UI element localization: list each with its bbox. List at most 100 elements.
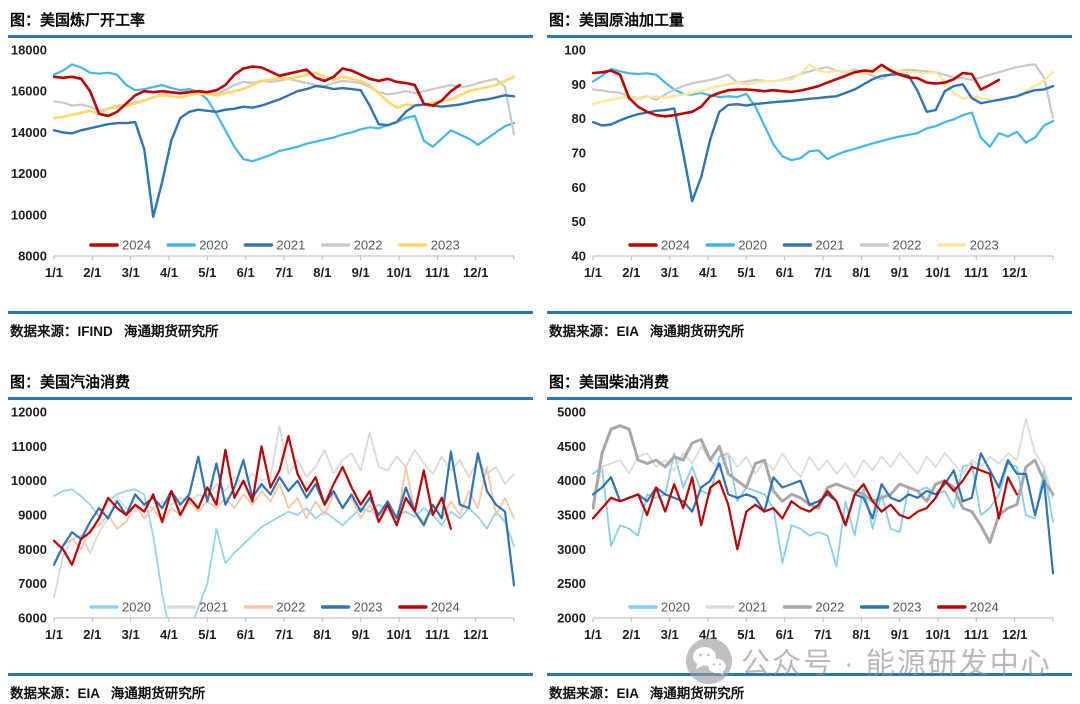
svg-text:3/1: 3/1 <box>122 627 140 642</box>
svg-text:1/1: 1/1 <box>45 627 63 642</box>
svg-text:2020: 2020 <box>738 238 767 253</box>
svg-text:12/1: 12/1 <box>463 265 488 280</box>
svg-text:14000: 14000 <box>11 125 47 140</box>
svg-text:7/1: 7/1 <box>275 265 293 280</box>
chart-title: 图：美国原油加工量 <box>547 6 1072 38</box>
svg-text:2023: 2023 <box>431 238 460 253</box>
svg-text:2021: 2021 <box>738 600 767 615</box>
svg-text:2024: 2024 <box>970 600 999 615</box>
refinery-rate-chart: 8000 10000 12000 14000 16000 18000 1/1 2/1 3/1 4/… <box>11 43 516 280</box>
svg-text:6/1: 6/1 <box>776 627 794 642</box>
svg-text:60: 60 <box>572 180 586 195</box>
svg-text:2020: 2020 <box>661 600 690 615</box>
svg-text:100: 100 <box>564 43 586 58</box>
svg-text:1/1: 1/1 <box>45 265 63 280</box>
svg-text:10/1: 10/1 <box>386 627 411 642</box>
svg-text:2023: 2023 <box>970 238 999 253</box>
svg-text:12000: 12000 <box>11 166 47 181</box>
svg-text:12/1: 12/1 <box>1002 265 1027 280</box>
svg-text:70: 70 <box>572 146 586 161</box>
svg-text:3500: 3500 <box>557 508 586 523</box>
svg-text:40: 40 <box>572 249 586 264</box>
svg-text:7/1: 7/1 <box>275 627 293 642</box>
svg-text:6/1: 6/1 <box>776 265 794 280</box>
svg-text:1/1: 1/1 <box>584 265 602 280</box>
svg-text:8/1: 8/1 <box>313 627 331 642</box>
svg-text:2/1: 2/1 <box>622 627 640 642</box>
svg-text:7/1: 7/1 <box>814 265 832 280</box>
chart-panel-diesel: 图：美国柴油消费 2000 2500 3000 3500 4000 4500 5000 1/1… <box>547 368 1072 704</box>
svg-text:2021: 2021 <box>199 600 228 615</box>
svg-text:11/1: 11/1 <box>425 265 450 280</box>
svg-text:10/1: 10/1 <box>925 627 950 642</box>
svg-text:6/1: 6/1 <box>237 627 255 642</box>
diesel-consumption-chart: 2000 2500 3000 3500 4000 4500 5000 1/1 2/1 3/1 4/1… <box>557 405 1055 642</box>
chart-panel-crude-runs: 图：美国原油加工量 40 50 60 70 80 90 100 1/1 2/1 3/1 4/1 5/1… <box>547 6 1072 342</box>
svg-text:80: 80 <box>572 111 586 126</box>
data-source: 数据来源：EIA 海通期货研究所 <box>547 311 1072 342</box>
svg-text:8/1: 8/1 <box>313 265 331 280</box>
svg-text:2024: 2024 <box>122 238 151 253</box>
data-source: 数据来源：IFIND 海通期货研究所 <box>8 311 533 342</box>
svg-text:2020: 2020 <box>122 600 151 615</box>
svg-text:3/1: 3/1 <box>122 265 140 280</box>
svg-text:9/1: 9/1 <box>352 627 370 642</box>
chart-title: 图：美国柴油消费 <box>547 368 1072 400</box>
chart-panel-gasoline: 图：美国汽油消费 6000 7000 8000 9000 10000 11000 12000… <box>8 368 533 704</box>
svg-text:7000: 7000 <box>18 576 47 591</box>
chart-title: 图：美国炼厂开工率 <box>8 6 533 38</box>
svg-text:5/1: 5/1 <box>737 627 755 642</box>
svg-text:4/1: 4/1 <box>160 627 178 642</box>
svg-text:8/1: 8/1 <box>852 265 870 280</box>
svg-text:16000: 16000 <box>11 84 47 99</box>
svg-text:3/1: 3/1 <box>661 627 679 642</box>
svg-text:5000: 5000 <box>557 405 586 420</box>
svg-text:4000: 4000 <box>557 473 586 488</box>
svg-text:10000: 10000 <box>11 473 47 488</box>
svg-text:5/1: 5/1 <box>198 265 216 280</box>
svg-text:8/1: 8/1 <box>852 627 870 642</box>
svg-text:11000: 11000 <box>12 439 47 454</box>
svg-text:12/1: 12/1 <box>463 627 488 642</box>
svg-text:4/1: 4/1 <box>699 265 717 280</box>
svg-text:18000: 18000 <box>11 43 47 58</box>
gasoline-consumption-chart: 6000 7000 8000 9000 10000 11000 12000 1/1 2/1 3/1… <box>11 405 516 642</box>
svg-text:2/1: 2/1 <box>83 265 101 280</box>
svg-text:90: 90 <box>572 77 586 92</box>
svg-text:5/1: 5/1 <box>737 265 755 280</box>
svg-text:9/1: 9/1 <box>891 627 909 642</box>
svg-text:12000: 12000 <box>11 405 47 420</box>
svg-text:2022: 2022 <box>354 238 383 253</box>
data-source: 数据来源：EIA 海通期货研究所 <box>8 673 533 704</box>
svg-text:10/1: 10/1 <box>386 265 411 280</box>
svg-text:4500: 4500 <box>557 439 586 454</box>
svg-text:11/1: 11/1 <box>964 627 989 642</box>
svg-text:9000: 9000 <box>18 508 47 523</box>
svg-text:2021: 2021 <box>276 238 305 253</box>
svg-text:9/1: 9/1 <box>891 265 909 280</box>
svg-text:4/1: 4/1 <box>160 265 178 280</box>
svg-text:50: 50 <box>572 214 586 229</box>
svg-text:6000: 6000 <box>18 611 47 626</box>
svg-text:12/1: 12/1 <box>1002 627 1027 642</box>
svg-text:2024: 2024 <box>661 238 690 253</box>
svg-text:2023: 2023 <box>893 600 922 615</box>
svg-text:9/1: 9/1 <box>352 265 370 280</box>
svg-text:2020: 2020 <box>199 238 228 253</box>
crude-runs-chart: 40 50 60 70 80 90 100 1/1 2/1 3/1 4/1 5/1 6/1 7/1 8/1 9… <box>564 43 1055 280</box>
svg-text:8000: 8000 <box>18 249 47 264</box>
svg-text:2022: 2022 <box>893 238 922 253</box>
svg-text:10000: 10000 <box>11 207 47 222</box>
chart-panel-refinery-rate: 图：美国炼厂开工率 8000 10000 12000 14000 16000 18000 1… <box>8 6 533 342</box>
svg-text:11/1: 11/1 <box>425 627 450 642</box>
svg-text:2500: 2500 <box>557 576 586 591</box>
svg-text:6/1: 6/1 <box>237 265 255 280</box>
svg-text:2/1: 2/1 <box>83 627 101 642</box>
svg-text:2/1: 2/1 <box>622 265 640 280</box>
svg-text:2000: 2000 <box>557 611 586 626</box>
svg-text:2022: 2022 <box>276 600 305 615</box>
svg-text:2023: 2023 <box>354 600 383 615</box>
svg-text:1/1: 1/1 <box>584 627 602 642</box>
